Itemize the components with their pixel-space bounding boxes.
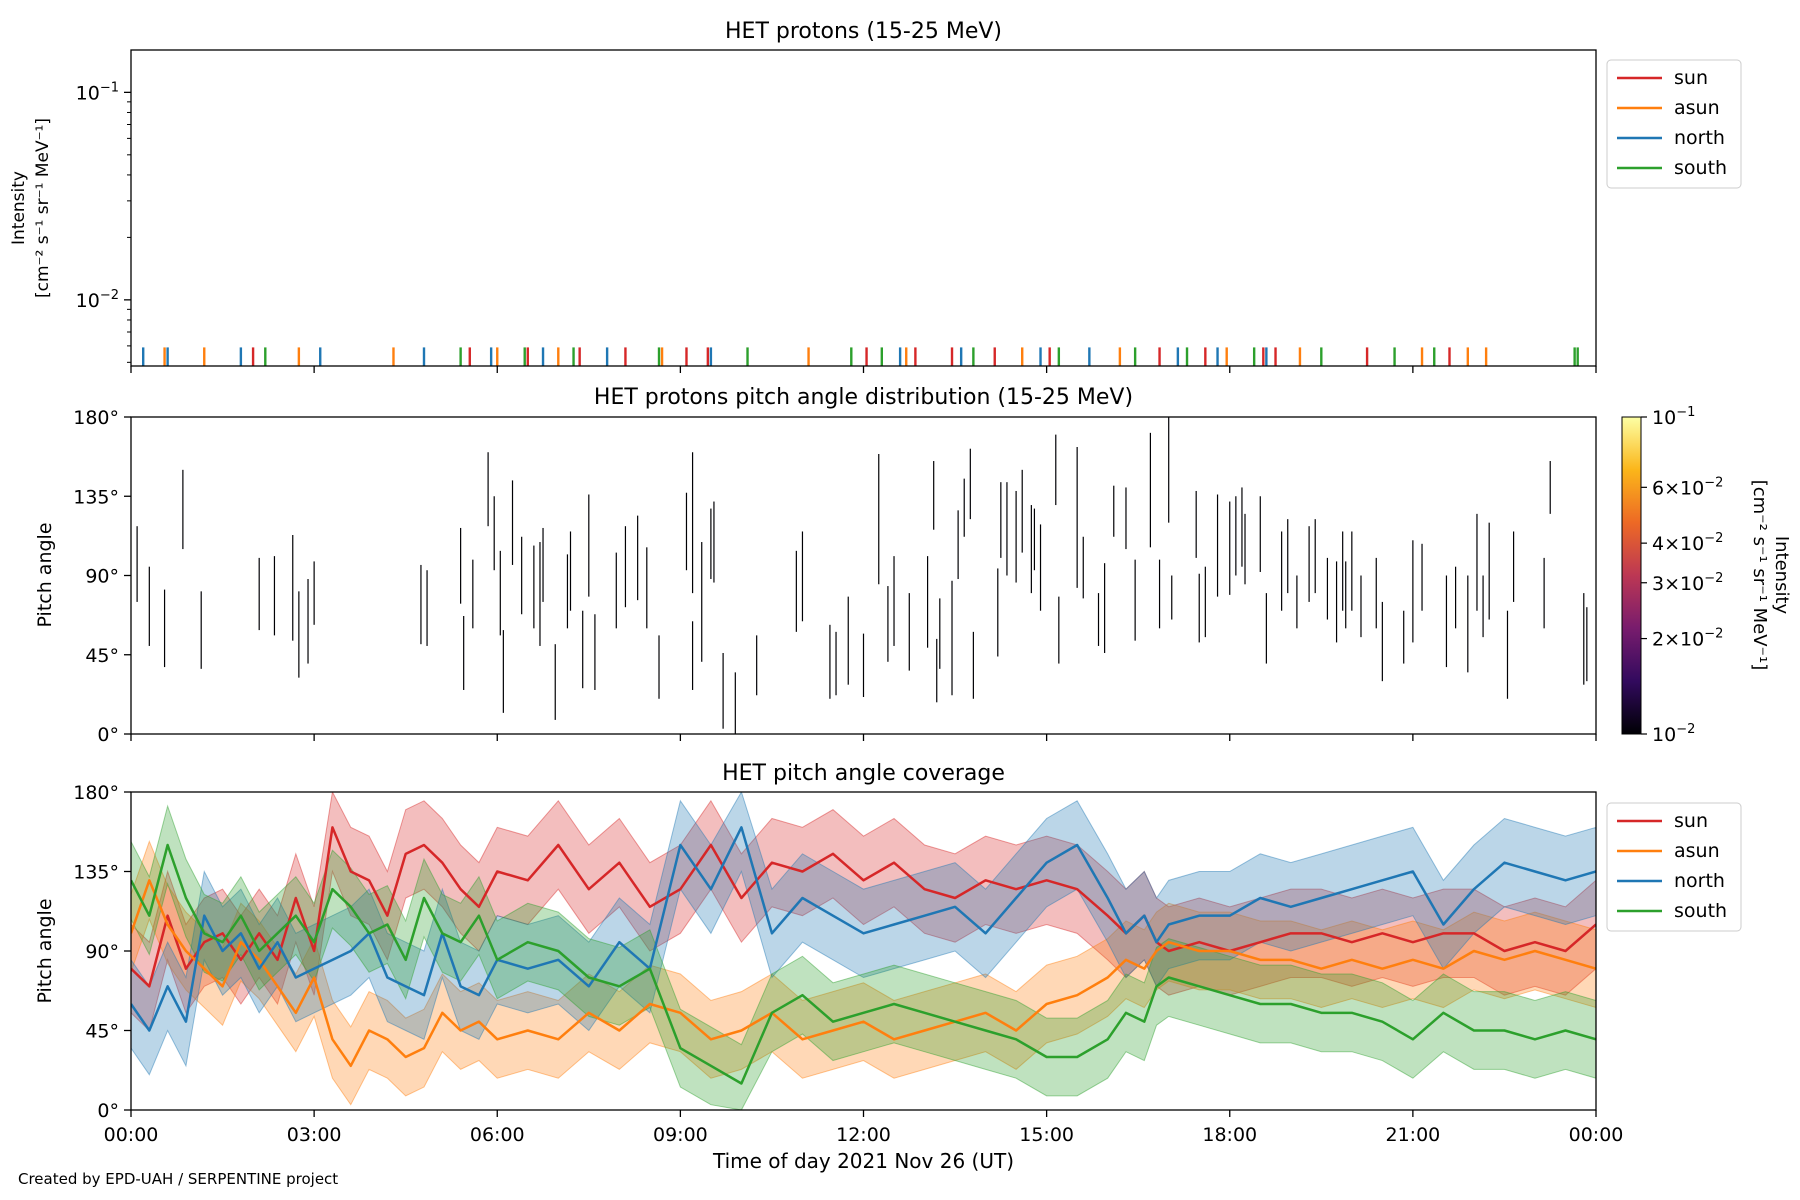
colorbar-tick-label: 3×10−2 (1652, 571, 1723, 595)
panel1-ylabel: Intensity [cm⁻² s⁻¹ sr⁻¹ MeV⁻¹] (9, 118, 53, 298)
panel3-series (131, 792, 1596, 1110)
legend3-label-south: south (1674, 900, 1727, 922)
band-south (131, 804, 1596, 1110)
y-tick-label: 10−1 (76, 80, 119, 104)
panel1-y-ticks: 10−1 10−2 (76, 80, 131, 363)
legend3-label-asun: asun (1674, 840, 1720, 862)
panel3-y-ticks: 0° 45° 90° 135° 180° (73, 782, 131, 1122)
legend1-label-north: north (1674, 127, 1725, 149)
panel1-spikes (142, 347, 1579, 366)
panel2-ylabel: Pitch angle (34, 522, 56, 627)
x-tick-label: 15:00 (1019, 1124, 1074, 1146)
line-north (131, 826, 1596, 1032)
panel1-ylabel-line2: [cm⁻² s⁻¹ sr⁻¹ MeV⁻¹] (33, 118, 53, 298)
legend1-label-sun: sun (1674, 67, 1708, 89)
panel1-frame (130, 49, 1597, 367)
legend1-label-south: south (1674, 157, 1727, 179)
panel2-title: HET protons pitch angle distribution (15… (594, 385, 1133, 410)
colorbar: 10−1 6×10−2 4×10−2 3×10−2 2×10−2 10−2 Intensi… (1621, 405, 1792, 746)
colorbar-label: Intensity [cm⁻² s⁻¹ sr⁻¹ MeV⁻¹] (1749, 480, 1792, 671)
y-tick-label: 0° (97, 724, 119, 746)
panel1-legend-box (1606, 59, 1742, 189)
y-tick-label: 45° (85, 1021, 119, 1043)
colorbar-tick-label: 4×10−2 (1652, 531, 1723, 555)
panel2-y-ticks: 0° 45° 90° 135° 180° (73, 407, 131, 746)
line-south (131, 843, 1596, 1085)
panel1-title: HET protons (15-25 MeV) (725, 19, 1002, 44)
colorbar-tick-label: 10−1 (1652, 405, 1695, 429)
colorbar-ticks: 10−1 6×10−2 4×10−2 3×10−2 2×10−2 10−2 (1641, 405, 1723, 746)
x-tick-label: 12:00 (836, 1124, 891, 1146)
panel1-legend: sun asun north south (1606, 59, 1742, 189)
x-tick-label: 06:00 (470, 1124, 525, 1146)
y-tick-label: 135° (73, 486, 119, 508)
y-tick-label: 90° (85, 566, 119, 588)
y-tick-label: 0° (97, 1100, 119, 1122)
legend3-label-sun: sun (1674, 810, 1708, 832)
credit-text: Created by EPD-UAH / SERPENTINE project (18, 1170, 339, 1188)
panel1-x-ticks (130, 366, 1597, 373)
x-tick-label: 09:00 (653, 1124, 708, 1146)
legend1-label-asun: asun (1674, 97, 1720, 119)
panel1-ylabel-line1: Intensity (9, 171, 29, 245)
y-tick-label: 45° (85, 645, 119, 667)
panel3-legend-box (1606, 802, 1742, 932)
panel-pitch-distribution: HET protons pitch angle distribution (15… (34, 385, 1792, 746)
panel3-title: HET pitch angle coverage (722, 761, 1005, 786)
panel-intensity: HET protons (15-25 MeV) 10−1 10−2 Intensi… (9, 19, 1742, 373)
panel-pitch-coverage: HET pitch angle coverage 0° 45° 90° 135° 180… (34, 761, 1742, 1173)
panel2-segments (136, 417, 1588, 734)
colorbar-label-line1: Intensity (1771, 536, 1792, 615)
legend3-label-north: north (1674, 870, 1725, 892)
band-sun (131, 792, 1596, 1032)
y-tick-label: 180° (73, 407, 119, 429)
colorbar-label-line2: [cm⁻² s⁻¹ sr⁻¹ MeV⁻¹] (1749, 480, 1770, 671)
x-tick-label: 00:00 (104, 1124, 159, 1146)
panel3-x-ticks: 00:00 03:00 06:00 09:00 12:00 15:00 18:00 21:00… (104, 1110, 1624, 1146)
x-tick-label: 03:00 (287, 1124, 342, 1146)
panel3-legend: sun asun north south (1606, 802, 1742, 932)
x-tick-label: 00:00 (1569, 1124, 1624, 1146)
y-tick-label: 10−2 (76, 288, 119, 312)
y-tick-label: 135° (73, 862, 119, 884)
panel3-ylabel: Pitch angle (34, 898, 56, 1003)
y-tick-label: 180° (73, 782, 119, 804)
coverage-lines (131, 826, 1596, 1085)
panel2-x-ticks (130, 734, 1597, 741)
x-tick-label: 21:00 (1385, 1124, 1440, 1146)
colorbar-gradient (1621, 416, 1642, 735)
x-tick-label: 18:00 (1202, 1124, 1257, 1146)
colorbar-tick-label: 10−2 (1652, 722, 1695, 746)
y-tick-label: 90° (85, 941, 119, 963)
colorbar-tick-label: 2×10−2 (1652, 627, 1723, 651)
panel3-xlabel: Time of day 2021 Nov 26 (UT) (712, 1149, 1014, 1173)
colorbar-tick-label: 6×10−2 (1652, 475, 1723, 499)
